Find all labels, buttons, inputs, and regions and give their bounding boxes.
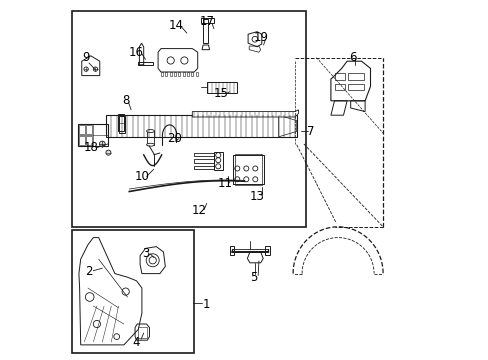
Polygon shape — [79, 238, 142, 345]
Bar — [106, 115, 296, 137]
Text: 15: 15 — [213, 87, 228, 100]
Ellipse shape — [146, 143, 154, 146]
Bar — [334, 73, 345, 80]
Bar — [138, 327, 146, 338]
Text: 12: 12 — [192, 204, 206, 217]
Bar — [235, 154, 262, 185]
Text: 5: 5 — [249, 271, 257, 284]
Bar — [347, 73, 364, 80]
Text: 3: 3 — [142, 247, 149, 260]
Bar — [85, 125, 92, 134]
Text: 2: 2 — [85, 265, 93, 278]
Text: 1: 1 — [203, 298, 210, 311]
Text: 17: 17 — [199, 15, 214, 28]
Text: 10: 10 — [134, 170, 149, 183]
Bar — [79, 125, 85, 134]
Text: 9: 9 — [82, 51, 90, 64]
Bar — [146, 131, 154, 145]
Ellipse shape — [146, 130, 154, 132]
Text: 18: 18 — [84, 141, 99, 154]
Text: 7: 7 — [307, 125, 314, 138]
Bar — [232, 155, 263, 184]
Bar — [213, 152, 223, 170]
Text: 19: 19 — [253, 31, 267, 44]
Text: 13: 13 — [249, 190, 264, 203]
Text: 4: 4 — [132, 336, 140, 348]
Text: 16: 16 — [129, 46, 143, 59]
Bar — [206, 82, 237, 93]
Circle shape — [106, 150, 111, 155]
Text: 6: 6 — [348, 51, 356, 64]
Bar — [347, 84, 364, 90]
Bar — [79, 136, 85, 145]
Bar — [78, 124, 107, 146]
Bar — [118, 114, 123, 131]
Text: 11: 11 — [217, 177, 232, 190]
Circle shape — [99, 141, 105, 147]
Bar — [334, 84, 345, 90]
Bar — [85, 136, 92, 145]
Bar — [72, 230, 194, 353]
Text: 8: 8 — [122, 94, 129, 107]
Polygon shape — [192, 110, 298, 117]
Text: 20: 20 — [166, 132, 182, 145]
Text: 14: 14 — [168, 19, 183, 32]
Bar — [119, 116, 125, 133]
Bar — [72, 11, 305, 227]
